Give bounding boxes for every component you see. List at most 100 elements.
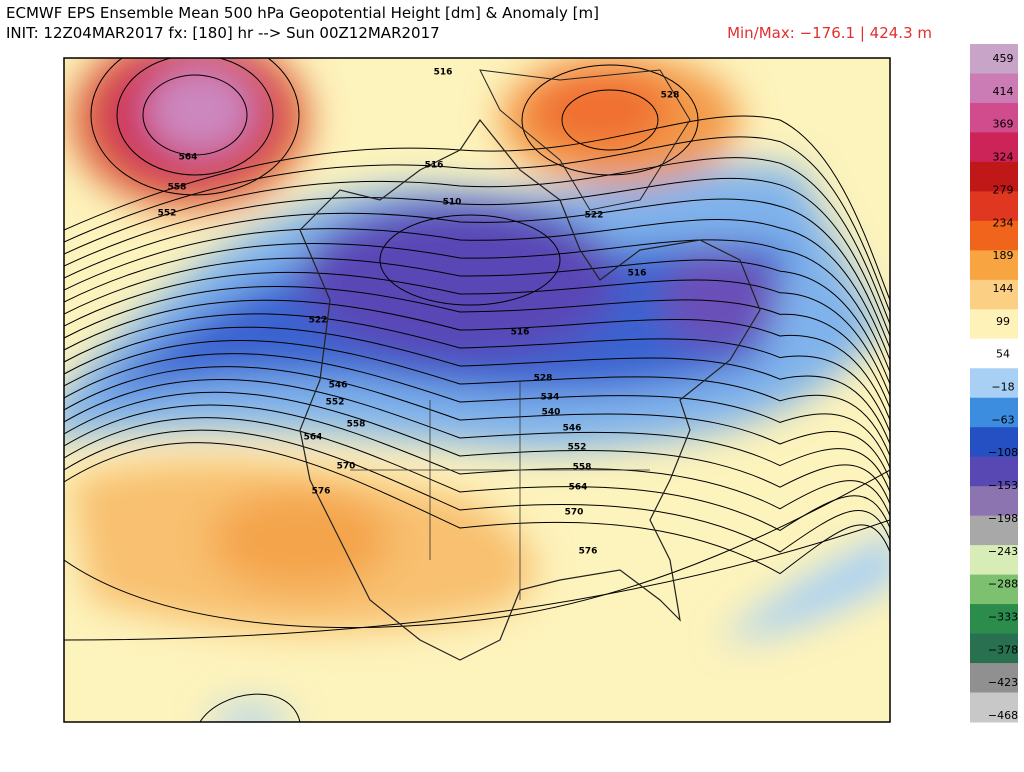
contour-line (142, 74, 248, 156)
colorbar-label: −423 (988, 676, 1018, 689)
contour-label: 516 (628, 269, 647, 279)
contour-label: 516 (434, 68, 453, 78)
colorbar-label: −198 (988, 512, 1018, 525)
colorbar-label: 144 (993, 282, 1014, 295)
colorbar-swatch (970, 545, 1018, 576)
colorbar-swatch (970, 44, 1018, 74)
colorbar-label: 369 (993, 118, 1014, 131)
contour-line (521, 64, 699, 176)
colorbar-label: 54 (996, 348, 1010, 361)
colorbar-label: −63 (991, 413, 1014, 426)
contour-line (64, 519, 890, 641)
contour-label: 552 (158, 209, 177, 219)
contour-label: 510 (443, 198, 462, 208)
contour-line (379, 214, 561, 306)
colorbar-swatch (970, 633, 1018, 664)
contour-line (64, 469, 890, 628)
min-max: Min/Max: −176.1 | 424.3 m (727, 24, 932, 42)
contour-line (64, 285, 890, 409)
contour-label: 570 (337, 462, 356, 472)
contour-label: 528 (661, 91, 680, 101)
contour-line (64, 326, 890, 445)
contour-line (199, 693, 301, 722)
contour-line (64, 115, 890, 301)
contour-label: 540 (542, 408, 561, 418)
colorbar-swatch (970, 692, 1018, 723)
contour-label: 552 (326, 398, 345, 408)
colorbar-label: −153 (988, 479, 1018, 492)
contour-label: 576 (579, 547, 598, 557)
colorbar-swatch (970, 132, 1018, 163)
colorbar: 459 414 369 324 279 234 189 144 99 54 −18 −63 −108 −1… (970, 44, 1018, 723)
contour-label: 522 (309, 316, 328, 326)
colorbar-swatch (970, 486, 1018, 517)
contour-line (64, 136, 890, 313)
contour-label: 570 (565, 508, 584, 518)
colorbar-swatch (970, 220, 1018, 251)
contour-line (64, 157, 890, 325)
colorbar-swatch (970, 574, 1018, 605)
contour-line (64, 366, 890, 481)
contour-line (64, 257, 890, 385)
colorbar-label: 414 (993, 85, 1014, 98)
colorbar-label: −288 (988, 578, 1018, 591)
contour-label: 558 (168, 183, 187, 193)
colorbar-swatch (970, 309, 1018, 340)
contour-label: 558 (347, 420, 366, 430)
contour-line (64, 442, 890, 575)
title: ECMWF EPS Ensemble Mean 500 hPa Geopoten… (6, 4, 599, 22)
contour-label: 522 (585, 211, 604, 221)
contour-line (561, 89, 659, 151)
contour-label: 516 (425, 161, 444, 171)
colorbar-swatch (970, 338, 1018, 369)
colorbar-label: −108 (988, 446, 1018, 459)
colorbar-label: 234 (993, 216, 1014, 229)
contour-line (116, 58, 274, 176)
contour-label: 516 (511, 328, 530, 338)
contour-line (64, 271, 890, 397)
colorbar-label: 189 (993, 249, 1014, 262)
colorbar-swatch (970, 663, 1018, 694)
contour-line (64, 299, 890, 421)
colorbar-label: 279 (993, 183, 1014, 196)
colorbar-swatch (970, 102, 1018, 133)
colorbar-swatch (970, 279, 1018, 310)
colorbar-label: −468 (988, 709, 1018, 722)
contour-line (64, 313, 890, 433)
contour-label: 558 (573, 463, 592, 473)
contour-line (64, 198, 890, 349)
colorbar-swatch (970, 161, 1018, 192)
colorbar-swatch (970, 427, 1018, 458)
colorbar-swatch (970, 456, 1018, 487)
contour-line (64, 404, 890, 517)
init-time: INIT: 12Z04MAR2017 fx: [180] hr --> Sun … (6, 24, 440, 42)
colorbar-label: −333 (988, 610, 1018, 623)
colorbar-swatch (970, 73, 1018, 104)
contour-line (64, 378, 890, 493)
contour-label: 546 (563, 424, 582, 434)
colorbar-label: −378 (988, 643, 1018, 656)
contour-label: 564 (179, 153, 198, 163)
contour-line (64, 219, 890, 361)
contour-label: 564 (569, 483, 588, 493)
colorbar-label: 99 (996, 315, 1010, 328)
contour-line (64, 391, 890, 505)
contour-label: 528 (534, 374, 553, 384)
map: 516 528 564 558 552 516 510 522 516 516 522 528 534 5… (64, 58, 890, 722)
colorbar-label: −243 (988, 545, 1018, 558)
colorbar-label: −18 (991, 381, 1014, 394)
contour-label: 576 (312, 487, 331, 497)
contour-line (64, 353, 890, 469)
map-frame (63, 57, 891, 723)
contour-line (64, 429, 890, 553)
contour-label: 534 (541, 393, 560, 403)
contour-label: 552 (568, 443, 587, 453)
contour-line (64, 340, 890, 457)
contour-line (64, 177, 890, 337)
colorbar-label: 324 (993, 151, 1014, 164)
contour-label: 546 (329, 381, 348, 391)
contour-label: 564 (304, 433, 323, 443)
contour-line (90, 58, 300, 196)
colorbar-swatch (970, 397, 1018, 428)
